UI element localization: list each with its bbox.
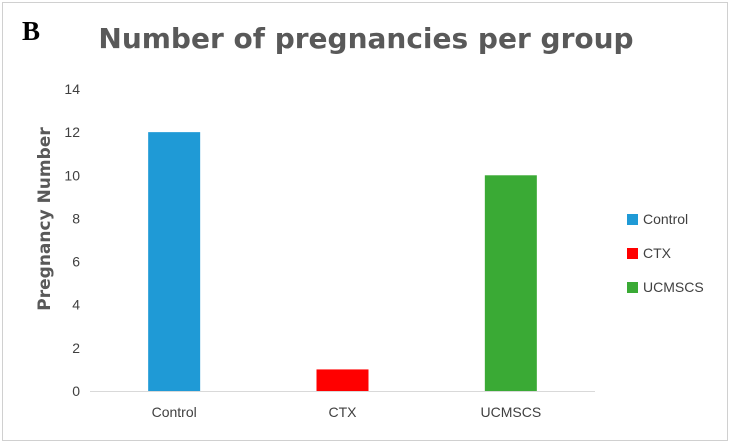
y-tick-label: 0 (72, 383, 80, 399)
x-tick-label: UCMSCS (480, 404, 541, 420)
x-axis-ticks: Control CTX UCMSCS (152, 404, 542, 420)
legend-label: UCMSCS (643, 279, 704, 295)
bar-ucmscs (484, 175, 537, 391)
x-tick-label: Control (152, 404, 197, 420)
bar-control (148, 132, 201, 391)
legend: Control CTX UCMSCS (627, 211, 704, 295)
chart-title: Number of pregnancies per group (98, 22, 634, 55)
bars (148, 132, 537, 391)
panel-label: B (22, 16, 41, 46)
legend-label: Control (643, 211, 688, 227)
y-tick-label: 4 (72, 297, 80, 313)
chart-frame (2, 2, 728, 441)
legend-label: CTX (643, 245, 672, 261)
bar-ctx (316, 369, 369, 391)
y-axis-ticks: 0 2 4 6 8 10 12 14 (64, 81, 80, 399)
x-tick-label: CTX (329, 404, 358, 420)
y-tick-label: 8 (72, 210, 80, 226)
legend-swatch-ucmscs (627, 282, 638, 293)
y-tick-label: 10 (64, 167, 80, 183)
y-axis-title: Pregnancy Number (35, 127, 55, 311)
legend-swatch-control (627, 214, 638, 225)
y-tick-label: 2 (72, 340, 80, 356)
y-tick-label: 12 (64, 124, 80, 140)
y-tick-label: 6 (72, 254, 80, 270)
legend-swatch-ctx (627, 248, 638, 259)
y-tick-label: 14 (64, 81, 80, 97)
